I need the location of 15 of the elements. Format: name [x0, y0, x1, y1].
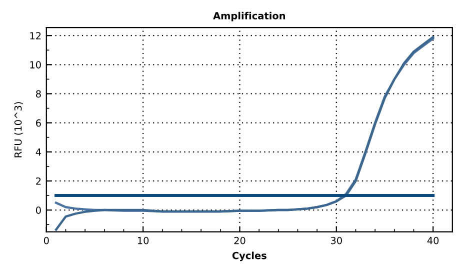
- x-axis-title: Cycles: [232, 252, 266, 262]
- y-tick-label: 4: [36, 148, 41, 156]
- y-axis-title: RFU (10^3): [14, 102, 23, 158]
- x-tick-label: 40: [427, 236, 439, 244]
- y-tick-label: 10: [30, 61, 41, 68]
- x-tick-label: 0: [44, 236, 49, 244]
- y-tick-label: 0: [36, 206, 41, 214]
- y-tick-label: 2: [36, 177, 41, 185]
- x-tick-label: 30: [330, 236, 342, 244]
- chart-title: Amplification: [213, 12, 286, 22]
- y-tick-label: 8: [36, 90, 41, 98]
- y-tick-label: 6: [36, 119, 41, 127]
- x-tick-label: 20: [234, 236, 246, 244]
- x-tick-label: 10: [138, 236, 149, 244]
- y-tick-label: 12: [30, 32, 41, 40]
